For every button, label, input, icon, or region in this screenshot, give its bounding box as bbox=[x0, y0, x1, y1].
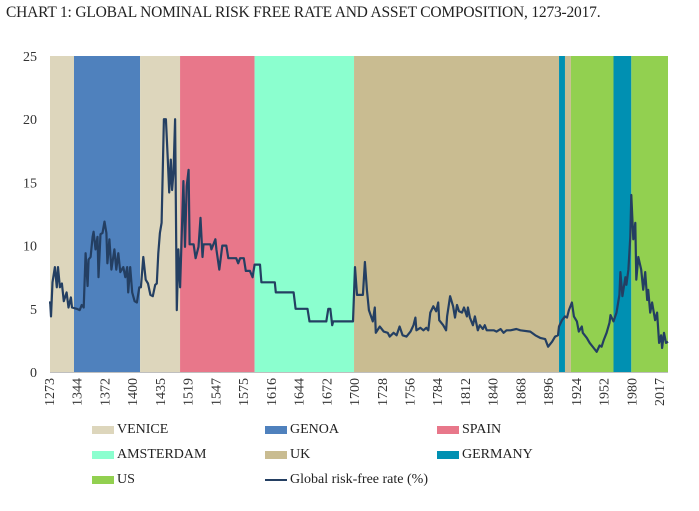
legend-label-rate: Global risk-free rate (%) bbox=[290, 472, 428, 487]
chart-title: CHART 1: GLOBAL NOMINAL RISK FREE RATE A… bbox=[6, 4, 601, 21]
band-genoa bbox=[73, 56, 141, 372]
x-tick-label: 1672 bbox=[320, 378, 335, 406]
legend-swatch-genoa bbox=[265, 426, 287, 434]
x-tick-label: 1812 bbox=[459, 378, 474, 406]
x-tick-label: 1840 bbox=[487, 378, 502, 406]
legend-label-venice: VENICE bbox=[117, 422, 169, 437]
band-germany bbox=[613, 56, 632, 372]
axes: 0 5 10 15 20 25 1273 1344 1372 1400 1435 1519 1547 15… bbox=[23, 50, 668, 406]
legend-item-venice: VENICE bbox=[92, 422, 168, 438]
series-line-risk-free-rate bbox=[49, 118, 669, 353]
y-tick-label: 15 bbox=[23, 176, 37, 191]
x-tick-label: 1924 bbox=[570, 378, 585, 406]
x-tick-label: 1400 bbox=[126, 378, 141, 406]
asset-bands bbox=[50, 56, 668, 372]
band-us bbox=[631, 56, 668, 372]
x-tick-label: 2017 bbox=[653, 378, 668, 406]
x-tick-label: 1644 bbox=[293, 378, 308, 406]
legend-swatch-spain bbox=[437, 426, 459, 434]
legend-line-rate bbox=[265, 478, 287, 482]
band-amsterdam bbox=[254, 56, 355, 372]
x-tick-label: 1896 bbox=[542, 378, 557, 406]
x-tick-label: 1547 bbox=[209, 378, 224, 406]
x-tick-label: 1980 bbox=[625, 378, 640, 406]
x-tick-label: 1868 bbox=[514, 378, 529, 406]
y-tick-label: 20 bbox=[23, 113, 37, 128]
legend-item-genoa: GENOA bbox=[265, 422, 339, 438]
x-tick-label: 1519 bbox=[182, 378, 197, 406]
y-tick-label: 25 bbox=[23, 50, 37, 65]
legend-label-germany: GERMANY bbox=[462, 447, 533, 462]
x-tick-label: 1756 bbox=[403, 378, 418, 406]
x-tick-label: 1435 bbox=[154, 378, 169, 406]
x-tick-label: 1728 bbox=[376, 378, 391, 406]
x-tick-label: 1784 bbox=[431, 378, 446, 406]
legend-item-rate: Global risk-free rate (%) bbox=[265, 472, 428, 488]
legend-label-uk: UK bbox=[290, 447, 311, 462]
legend-label-spain: SPAIN bbox=[462, 422, 502, 437]
legend-item-uk: UK bbox=[265, 447, 310, 463]
legend-swatch-venice bbox=[92, 426, 114, 434]
x-tick-label: 1273 bbox=[43, 378, 58, 406]
x-tick-label: 1700 bbox=[348, 378, 363, 406]
legend-item-germany: GERMANY bbox=[437, 447, 533, 463]
legend-label-genoa: GENOA bbox=[290, 422, 339, 437]
legend-label-amsterdam: AMSTERDAM bbox=[117, 447, 207, 462]
legend-item-us: US bbox=[92, 472, 135, 488]
band-uk bbox=[354, 56, 560, 372]
legend-item-spain: SPAIN bbox=[437, 422, 501, 438]
x-tick-label: 1616 bbox=[265, 378, 280, 406]
y-tick-label: 10 bbox=[23, 240, 37, 255]
band-uk bbox=[564, 56, 571, 372]
x-tick-label: 1575 bbox=[237, 378, 252, 406]
legend-item-amsterdam: AMSTERDAM bbox=[92, 447, 206, 463]
legend-swatch-amsterdam bbox=[92, 451, 114, 459]
series-layer bbox=[49, 118, 669, 353]
legend-swatch-uk bbox=[265, 451, 287, 459]
legend-swatch-germany bbox=[437, 451, 459, 459]
y-tick-label: 0 bbox=[30, 366, 37, 381]
band-venice bbox=[140, 56, 181, 372]
x-tick-label: 1372 bbox=[98, 378, 113, 406]
band-germany bbox=[559, 56, 565, 372]
legend-label-us: US bbox=[117, 472, 135, 487]
band-spain bbox=[180, 56, 255, 372]
x-tick-label: 1952 bbox=[598, 378, 613, 406]
legend-swatch-us bbox=[92, 476, 114, 484]
band-venice bbox=[50, 56, 74, 372]
y-tick-label: 5 bbox=[30, 303, 37, 318]
band-us bbox=[570, 56, 614, 372]
x-tick-label: 1344 bbox=[71, 378, 86, 406]
